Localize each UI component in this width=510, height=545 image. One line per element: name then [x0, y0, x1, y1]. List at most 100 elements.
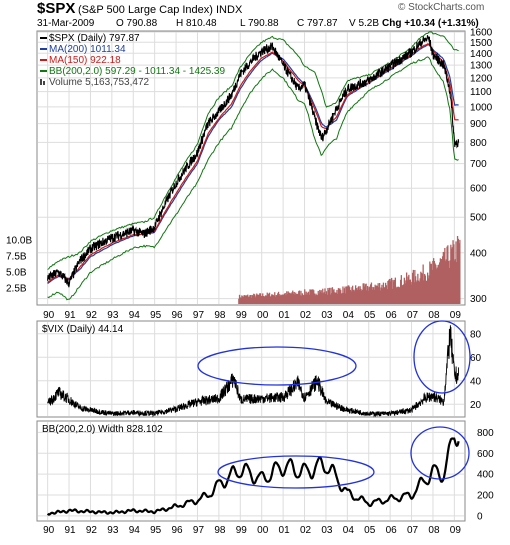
- volume-bar: [288, 292, 290, 304]
- volume-bar: [260, 295, 262, 304]
- volume-bar: [339, 288, 341, 304]
- volume-bar: [367, 290, 370, 304]
- vix-tick-label: 60: [470, 353, 482, 364]
- volume-bar: [363, 283, 365, 304]
- bb-lower-line: [47, 56, 459, 301]
- volume-bar: [452, 240, 454, 304]
- y-tick-label: 700: [470, 159, 487, 170]
- brand: © StockCharts.com: [398, 2, 484, 13]
- volume-bar: [295, 292, 297, 304]
- volume-bar: [291, 292, 293, 304]
- volume-bar: [401, 284, 403, 304]
- volume-bar: [322, 288, 324, 304]
- volume-bar: [240, 297, 242, 304]
- legend-entry: MA(150) 922.18: [40, 55, 121, 66]
- x-tick-label: 09: [450, 310, 462, 321]
- volume-bar: [453, 260, 456, 304]
- volume-bar: [367, 286, 369, 304]
- series: [46, 31, 460, 516]
- x-tick-label: 00: [257, 525, 269, 536]
- x-tick-label: 99: [236, 310, 248, 321]
- volume-bar: [375, 286, 377, 304]
- volume-bar: [303, 295, 305, 304]
- legend-label: BB(200,2.0) 597.29 - 1011.34 - 1425.39: [49, 66, 225, 77]
- volume-bar: [304, 289, 306, 304]
- volume-bar: [370, 282, 373, 304]
- volume-bar: [435, 264, 437, 304]
- x-tick-label: 06: [386, 525, 398, 536]
- annotation-ellipse: [410, 426, 470, 480]
- volume-bar: [357, 287, 359, 304]
- volume-bar: [253, 293, 255, 304]
- volume-bar: [267, 294, 269, 304]
- volume-bar: [256, 293, 258, 304]
- volume-bar: [333, 289, 335, 304]
- volume-bar: [398, 286, 400, 304]
- grid: [38, 31, 464, 520]
- volume-bar: [275, 295, 277, 304]
- volume-bar: [373, 289, 376, 304]
- volume-bar: [270, 295, 272, 304]
- volume-bar: [272, 294, 274, 304]
- volume-bar: [433, 261, 435, 304]
- volume-bar: [391, 277, 393, 304]
- symbol: $SPX: [37, 0, 75, 17]
- volume-bar: [336, 289, 338, 304]
- volume-bar: [409, 279, 411, 304]
- volume-bar: [388, 280, 390, 304]
- legend-label: $SPX (Daily) 797.87: [49, 33, 140, 44]
- volume-tick-label: 5.0B: [6, 268, 27, 279]
- x-tick-label: 96: [172, 310, 184, 321]
- volume-bar: [377, 283, 379, 304]
- legend-entry: Volume 5,163,753,472: [40, 77, 150, 88]
- legend-swatch: [43, 81, 45, 85]
- volume-bar: [402, 285, 404, 304]
- volume-tick-label: 10.0B: [6, 236, 32, 247]
- volume-bar: [423, 280, 425, 304]
- volume-bar: [388, 279, 391, 304]
- x-tick-label: 96: [172, 525, 184, 536]
- volume-bar: [427, 272, 429, 304]
- volume-bar: [252, 295, 254, 304]
- volume-bar: [384, 287, 386, 304]
- volume-bar: [355, 288, 358, 304]
- x-tick-label: 97: [193, 525, 205, 536]
- bbw-tick-label: 800: [477, 428, 494, 439]
- volume-bar: [316, 295, 319, 304]
- volume-bar: [322, 293, 325, 304]
- x-tick-label: 90: [43, 525, 55, 536]
- volume-bar: [348, 285, 350, 304]
- y-tick-label: 400: [470, 248, 487, 259]
- volume-bar: [407, 276, 409, 304]
- volume-bar: [358, 286, 360, 304]
- y-tick-label: 300: [470, 294, 487, 305]
- volume-bar: [352, 285, 354, 304]
- volume-bar: [255, 295, 257, 304]
- volume-bar: [430, 263, 432, 304]
- volume-bar: [318, 293, 320, 304]
- volume-bar: [271, 294, 274, 304]
- volume-bar: [319, 291, 322, 304]
- y-tick-label: 900: [470, 119, 487, 130]
- volume-bar: [290, 293, 292, 304]
- bbw-title: BB(200,2.0) Width 828.102: [42, 424, 163, 435]
- x-tick-label: 95: [150, 525, 162, 536]
- volume-bar: [274, 296, 277, 304]
- volume-bar: [389, 278, 391, 304]
- volume-bar: [258, 295, 260, 304]
- volume-bar: [261, 296, 263, 304]
- volume-bar: [360, 288, 362, 304]
- volume-bar: [324, 288, 326, 304]
- volume-bar: [433, 258, 435, 304]
- volume-bar: [312, 289, 314, 304]
- volume-bar: [441, 259, 443, 304]
- volume-bar: [376, 285, 378, 304]
- volume-bar: [268, 292, 271, 304]
- volume-bar: [264, 296, 266, 304]
- volume-bar: [238, 294, 241, 304]
- volume-bar: [281, 294, 283, 304]
- volume-bar: [444, 261, 447, 304]
- x-tick-label: 99: [236, 525, 248, 536]
- legend-label: Volume 5,163,753,472: [49, 77, 150, 88]
- volume-bar: [271, 294, 273, 304]
